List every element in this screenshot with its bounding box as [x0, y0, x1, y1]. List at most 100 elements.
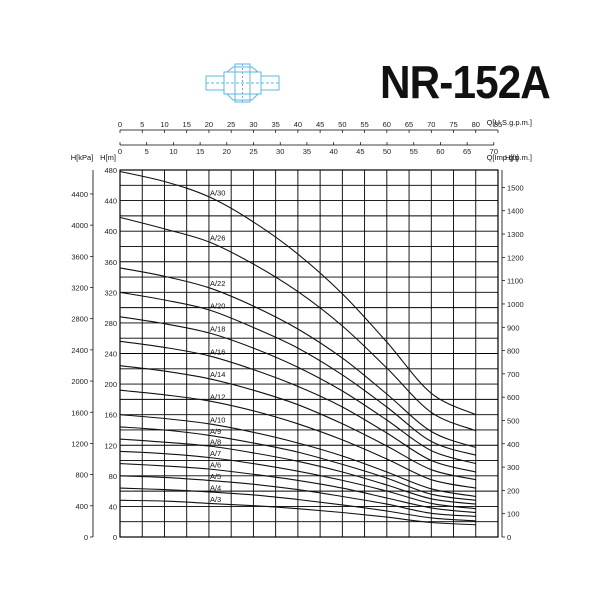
imp-gpm-tick-label: 55	[410, 147, 418, 156]
imp-gpm-tick-label: 30	[276, 147, 284, 156]
h-m-tick-label: 360	[104, 258, 117, 267]
h-kpa-tick-label: 3200	[71, 284, 88, 293]
h-kpa-tick-label: 2800	[71, 315, 88, 324]
h-ft-tick-label: 300	[507, 463, 520, 472]
h-m-axis-title: H[m]	[100, 153, 116, 162]
h-m-tick-label: 400	[104, 227, 117, 236]
us-gpm-tick-label: 40	[294, 120, 302, 129]
curve-label-a4: A/4	[210, 483, 221, 492]
h-m-tick-label: 240	[104, 350, 117, 359]
h-ft-tick-label: 500	[507, 416, 520, 425]
h-ft-tick-label: 1000	[507, 300, 524, 309]
curve-label-a14: A/14	[210, 370, 225, 379]
imp-gpm-tick-label: 40	[329, 147, 337, 156]
curve-label-a26: A/26	[210, 233, 225, 242]
curve-label-a30: A/30	[210, 188, 225, 197]
curve-a22	[119, 267, 476, 449]
h-kpa-tick-label: 1200	[71, 439, 88, 448]
h-m-tick-label: 120	[104, 441, 117, 450]
h-ft-tick-label: 1100	[507, 277, 523, 286]
us-gpm-tick-label: 15	[183, 120, 191, 129]
h-m-tick-label: 80	[109, 472, 117, 481]
h-m-tick-label: 280	[104, 319, 117, 328]
h-ft-tick-label: 1300	[507, 230, 524, 239]
h-m-tick-label: 200	[104, 380, 117, 389]
h-ft-tick-label: 600	[507, 393, 520, 402]
imp-gpm-tick-label: 25	[249, 147, 257, 156]
curve-a20	[119, 291, 476, 456]
curve-a6	[119, 463, 476, 514]
h-m-tick-label: 40	[109, 502, 117, 511]
curve-label-a20: A/20	[210, 301, 225, 310]
curve-label-a18: A/18	[210, 324, 225, 333]
curve-label-a22: A/22	[210, 279, 225, 288]
h-ft-tick-label: 1500	[507, 183, 524, 192]
curve-label-a8: A/8	[210, 438, 221, 447]
us-gpm-tick-label: 45	[316, 120, 324, 129]
imp-gpm-tick-label: 60	[436, 147, 444, 156]
h-ft-tick-label: 1400	[507, 207, 524, 216]
us-gpm-axis-title: Q[U.S.g.p.m.]	[487, 118, 532, 127]
us-gpm-tick-label: 65	[405, 120, 413, 129]
h-kpa-tick-label: 4400	[71, 190, 88, 199]
curve-a9	[119, 426, 476, 501]
h-kpa-tick-label: 400	[75, 502, 88, 511]
h-kpa-axis-title: H[kPa]	[71, 153, 94, 162]
imp-gpm-axis-title: Q[Imp.g.p.m.]	[487, 153, 532, 162]
us-gpm-tick-label: 20	[205, 120, 213, 129]
h-kpa-tick-label: 3600	[71, 252, 88, 261]
h-ft-tick-label: 900	[507, 323, 520, 332]
curve-a10	[119, 414, 476, 498]
curve-label-a3: A/3	[210, 495, 221, 504]
imp-gpm-tick-label: 20	[223, 147, 231, 156]
imp-gpm-tick-label: 70	[490, 147, 498, 156]
imp-gpm-tick-label: 10	[169, 147, 177, 156]
curve-a26	[119, 216, 477, 432]
h-ft-tick-label: 100	[507, 510, 520, 519]
curve-a8	[119, 438, 476, 505]
curve-label-a5: A/5	[210, 472, 221, 481]
imp-gpm-tick-label: 65	[463, 147, 471, 156]
imp-gpm-tick-label: 50	[383, 147, 391, 156]
h-ft-tick-label: 400	[507, 440, 520, 449]
curve-labels: A/30 A/26 A/22 A/20 A/18 A/16 A/14 A/12 A/10 A/9 A…	[210, 188, 225, 504]
us-gpm-tick-label: 50	[338, 120, 346, 129]
curve-a7	[119, 450, 476, 510]
curve-a18	[119, 316, 476, 465]
h-ft-tick-label: 800	[507, 347, 520, 356]
h-kpa-tick-label: 0	[84, 533, 88, 542]
h-m-tick-label: 440	[104, 197, 117, 206]
us-gpm-tick-label: 85	[494, 120, 502, 129]
h-m-tick-label: 0	[113, 533, 117, 542]
us-gpm-tick-label: 35	[271, 120, 279, 129]
h-ft-tick-label: 700	[507, 370, 520, 379]
h-kpa-tick-label: 1600	[71, 408, 88, 417]
curve-a5	[119, 475, 476, 517]
us-gpm-tick-label: 0	[118, 120, 122, 129]
curve-a3	[119, 499, 476, 526]
imp-gpm-tick-label: 15	[196, 147, 204, 156]
curve-a12	[119, 389, 476, 489]
curve-label-a10: A/10	[210, 415, 225, 424]
imp-gpm-tick-label: 5	[145, 147, 149, 156]
us-gpm-tick-label: 5	[140, 120, 144, 129]
imp-gpm-tick-label: 45	[356, 147, 364, 156]
h-ft-tick-label: 200	[507, 486, 520, 495]
h-kpa-tick-label: 4000	[71, 221, 88, 230]
h-m-tick-label: 160	[104, 411, 117, 420]
plot-frame	[119, 169, 499, 538]
us-gpm-tick-label: 60	[383, 120, 391, 129]
curves	[119, 170, 477, 526]
us-gpm-tick-label: 30	[249, 120, 257, 129]
h-kpa-tick-label: 2400	[71, 346, 88, 355]
us-gpm-tick-label: 55	[360, 120, 368, 129]
curve-a30	[119, 170, 477, 416]
h-kpa-tick-label: 800	[75, 471, 88, 480]
h-kpa-tick-label: 2000	[71, 377, 88, 386]
us-gpm-tick-label: 10	[160, 120, 168, 129]
h-ft-tick-label: 1200	[507, 253, 524, 262]
h-m-tick-label: 480	[104, 166, 117, 175]
imp-gpm-tick-label: 0	[118, 147, 122, 156]
axes: 0 5 10 15 20 25 30 35 40 45 50 55 60 65 70 75 80 85Q[U.S.…	[71, 118, 532, 542]
